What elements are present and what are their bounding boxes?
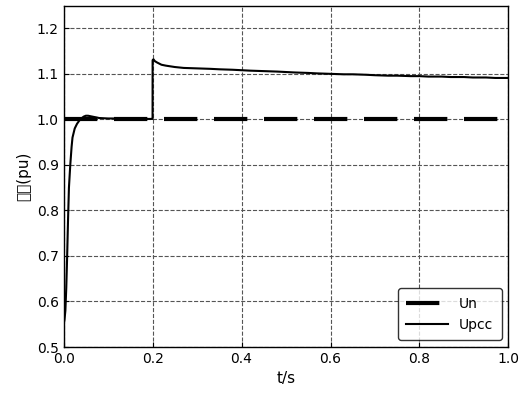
Upcc <box>96 116 102 120</box>
X-axis label: t/s: t/s <box>277 372 296 386</box>
Y-axis label: 电压(pu): 电压(pu) <box>16 152 31 201</box>
Upcc <box>150 116 156 121</box>
Upcc <box>483 75 489 80</box>
Upcc <box>416 74 423 78</box>
Upcc <box>83 113 89 118</box>
Upcc <box>505 76 511 80</box>
Upcc <box>150 57 156 62</box>
Line: Upcc: Upcc <box>64 59 508 324</box>
Upcc <box>60 322 67 327</box>
Upcc <box>172 65 178 70</box>
Legend: Un, Upcc: Un, Upcc <box>398 288 501 340</box>
